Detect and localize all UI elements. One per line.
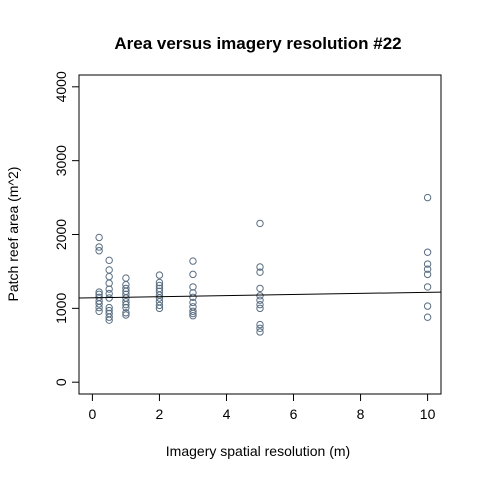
x-tick-label: 8 bbox=[357, 406, 365, 422]
y-tick-label: 2000 bbox=[53, 219, 69, 250]
data-point bbox=[256, 300, 264, 309]
data-point bbox=[189, 257, 197, 265]
plot-frame bbox=[78, 74, 442, 395]
data-point bbox=[95, 288, 103, 296]
data-point bbox=[423, 302, 432, 310]
data-point bbox=[189, 298, 197, 307]
data-point bbox=[189, 293, 197, 301]
x-tick-label: 6 bbox=[290, 406, 298, 422]
x-axis: 0 2 4 6 8 10 bbox=[89, 393, 436, 422]
data-point bbox=[189, 312, 197, 320]
x-tick-label: 0 bbox=[89, 406, 97, 422]
y-tick-label: 3000 bbox=[53, 145, 69, 176]
data-point bbox=[423, 313, 432, 321]
data-point bbox=[189, 270, 197, 279]
y-tick-label: 0 bbox=[53, 378, 69, 386]
data-point bbox=[95, 307, 103, 315]
data-point bbox=[256, 296, 264, 304]
data-point bbox=[105, 266, 113, 274]
data-point bbox=[105, 313, 113, 321]
data-point bbox=[256, 219, 264, 228]
data-point bbox=[256, 328, 264, 336]
x-tick-label: 4 bbox=[223, 406, 231, 422]
data-point bbox=[122, 300, 130, 309]
x-tick-label: 10 bbox=[420, 406, 436, 422]
data-point bbox=[423, 283, 432, 291]
data-point bbox=[122, 311, 130, 319]
data-point bbox=[256, 324, 264, 332]
y-tick-label: 4000 bbox=[53, 71, 69, 102]
data-point bbox=[95, 233, 103, 242]
data-point bbox=[95, 303, 103, 312]
data-point bbox=[105, 285, 113, 293]
data-point bbox=[256, 304, 264, 313]
data-point bbox=[155, 294, 164, 302]
data-point bbox=[105, 289, 113, 298]
data-point bbox=[423, 193, 432, 202]
data-point bbox=[256, 268, 264, 276]
chart-title: Area versus imagery resolution #22 bbox=[114, 34, 401, 53]
y-axis: 0 1000 2000 3000 4000 bbox=[53, 71, 80, 386]
y-axis-label: Patch reef area (m^2) bbox=[5, 167, 21, 302]
data-point bbox=[155, 271, 164, 279]
data-point bbox=[423, 270, 432, 279]
data-point bbox=[105, 316, 113, 324]
data-point bbox=[95, 247, 103, 255]
data-point bbox=[122, 274, 130, 282]
data-point bbox=[155, 304, 164, 313]
points-layer bbox=[95, 193, 432, 336]
data-point bbox=[423, 260, 432, 268]
data-point bbox=[95, 243, 103, 251]
data-point bbox=[256, 292, 264, 300]
x-axis-label: Imagery spatial resolution (m) bbox=[166, 443, 350, 459]
x-tick-label: 2 bbox=[156, 406, 164, 422]
data-point bbox=[189, 309, 197, 318]
data-point bbox=[189, 307, 197, 315]
y-tick-label: 1000 bbox=[53, 293, 69, 324]
data-point bbox=[105, 256, 113, 265]
data-point bbox=[155, 301, 164, 310]
data-point bbox=[256, 284, 264, 293]
data-point bbox=[423, 265, 432, 273]
data-point bbox=[423, 248, 432, 256]
data-point bbox=[105, 272, 113, 281]
data-point bbox=[95, 300, 103, 308]
data-point bbox=[122, 309, 130, 317]
data-point bbox=[122, 303, 130, 312]
regression-line bbox=[78, 291, 442, 299]
data-point bbox=[256, 263, 264, 271]
data-point bbox=[256, 320, 264, 329]
